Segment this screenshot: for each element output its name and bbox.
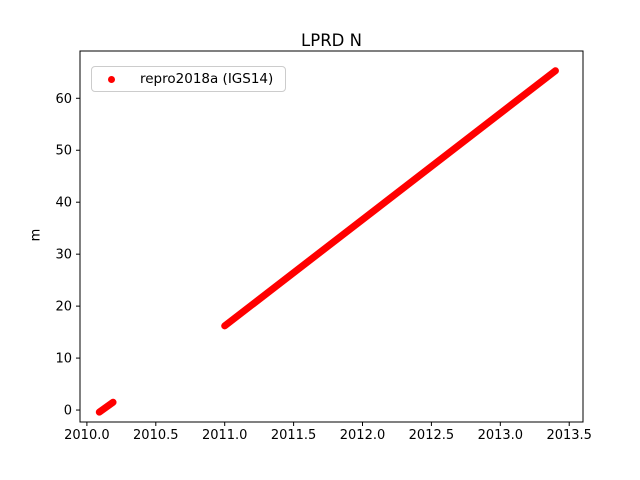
x-tick-label: 2010.0 — [64, 428, 110, 443]
y-tick-label: 10 — [55, 352, 72, 367]
legend: repro2018a (IGS14) — [91, 66, 287, 92]
x-tick-label: 2011.0 — [202, 428, 248, 443]
x-tick-label: 2012.5 — [409, 428, 455, 443]
x-tick-label: 2011.5 — [271, 428, 317, 443]
axes-spines — [79, 50, 584, 423]
y-tick-label: 0 — [64, 404, 72, 419]
data-series-segment — [95, 398, 117, 416]
x-tick-label: 2013.0 — [478, 428, 524, 443]
y-tick-label: 40 — [55, 196, 72, 211]
y-tick-label: 30 — [55, 248, 72, 263]
chart-title: LPRD N — [301, 31, 362, 50]
x-tick-label: 2013.5 — [546, 428, 592, 443]
legend-marker-icon — [108, 75, 115, 83]
y-tick-label: 20 — [55, 300, 72, 315]
x-tick-label: 2010.5 — [133, 428, 179, 443]
legend-label: repro2018a (IGS14) — [140, 71, 274, 87]
y-tick-label: 50 — [55, 144, 72, 159]
y-tick-label: 60 — [55, 92, 72, 107]
data-series-segment — [221, 67, 559, 330]
x-tick-label: 2012.0 — [340, 428, 386, 443]
